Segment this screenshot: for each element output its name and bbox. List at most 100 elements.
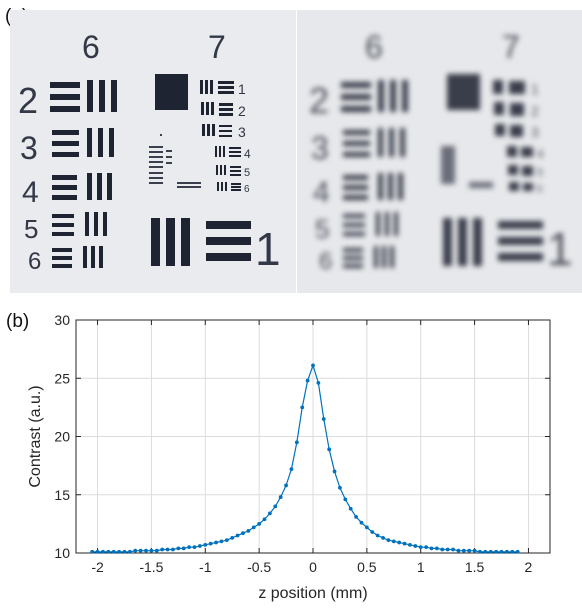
axis-ticks: -2 -1.5 -1 -0.5 0 0.5 1 1.5 2 10 15 20 25 30 [54,312,550,575]
y-tick-label: 20 [54,429,70,445]
svg-text:4: 4 [22,176,39,209]
x-tick-label: 0 [309,559,317,575]
data-point [192,545,197,550]
svg-text:2: 2 [238,103,246,119]
y-axis-label: Contrast (a.u.) [27,385,44,487]
data-point [434,546,439,551]
y-tick-label: 25 [54,370,70,386]
data-point [181,546,186,551]
data-point [294,440,299,445]
data-point [354,514,358,519]
data-point [230,535,235,540]
data-point [241,531,245,536]
svg-text:3: 3 [531,124,539,140]
data-point [203,542,208,547]
data-point [467,548,472,553]
svg-text:2: 2 [531,103,539,119]
group-label-6: 6 [82,29,100,65]
x-tick-label: 1.5 [465,559,485,575]
data-point [461,548,466,553]
data-point [214,540,218,545]
data-point [95,549,100,554]
data-point [332,469,337,474]
data-point [251,525,256,530]
data-point [478,549,482,554]
data-point [111,549,116,554]
svg-text:1: 1 [255,223,281,275]
data-point [284,483,288,488]
data-point [106,549,111,554]
svg-text:1: 1 [238,81,246,97]
data-point [364,525,369,530]
data-point [176,546,181,551]
data-point [133,548,138,553]
data-point [451,547,455,552]
svg-text:3: 3 [311,130,329,166]
data-point [300,405,305,410]
data-point [208,541,213,546]
svg-text:3: 3 [20,130,38,166]
data-point [268,511,272,516]
data-point [515,549,520,554]
data-point [456,548,461,553]
data-point [472,548,477,553]
data-point [408,542,412,547]
svg-text:5: 5 [537,167,543,179]
contrast-chart: -2 -1.5 -1 -0.5 0 0.5 1 1.5 2 10 15 20 25 30 z positi… [27,312,551,602]
x-tick-label: -2 [91,559,104,575]
svg-text:1: 1 [547,223,573,275]
data-point [424,545,429,550]
data-point [338,485,342,490]
data-point [289,467,294,472]
data-point [505,549,509,554]
x-tick-label: -1 [199,559,212,575]
y-tick-label: 10 [54,545,70,561]
data-point [359,520,364,525]
data-point [90,549,95,554]
svg-text:1: 1 [531,81,539,97]
data-point [187,545,192,550]
data-point [499,549,504,554]
data-point [246,528,251,533]
data-point [348,506,353,511]
svg-text:6: 6 [365,29,383,65]
data-point [327,447,332,452]
data-point [391,539,396,544]
data-point [101,549,105,554]
svg-text:4: 4 [313,176,330,209]
data-point [488,549,493,554]
data-point [397,540,402,545]
x-tick-label: 1 [417,559,425,575]
svg-text:6: 6 [244,184,250,195]
data-point [375,533,380,538]
y-tick-label: 15 [54,487,70,503]
data-series [90,363,520,554]
svg-text:5: 5 [244,167,250,179]
svg-text:5: 5 [24,214,38,244]
x-tick-label: 2 [525,559,533,575]
data-point [138,548,143,553]
data-point [381,535,385,540]
data-point [149,548,154,553]
data-point [127,549,132,554]
data-point [510,549,515,554]
data-point [235,533,240,538]
data-point [445,547,450,552]
data-point [440,547,445,552]
data-point [273,504,278,509]
defocused-resolution-target-image: 6 7 2 3 4 5 6 1 2 [297,10,582,293]
data-point [278,495,283,499]
data-point [418,545,423,550]
svg-text:6: 6 [537,184,543,195]
x-tick-label: -0.5 [247,559,271,575]
data-point [321,417,326,421]
svg-text:2: 2 [309,80,329,121]
data-point [343,497,348,502]
data-point [494,549,499,554]
data-point [257,521,262,526]
data-point [144,548,148,553]
data-point [165,547,170,552]
data-point [117,549,121,554]
svg-text:7: 7 [502,29,520,65]
data-point [311,363,315,368]
